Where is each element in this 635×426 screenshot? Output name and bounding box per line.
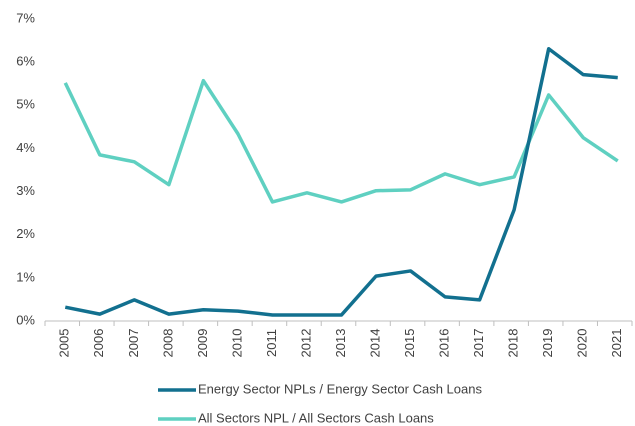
x-tick-label: 2014 (367, 329, 382, 358)
x-tick-label: 2019 (540, 329, 555, 358)
x-tick-label: 2020 (575, 329, 590, 358)
y-tick-label: 5% (16, 97, 35, 112)
legend-label: All Sectors NPL / All Sectors Cash Loans (198, 410, 434, 425)
x-tick-label: 2015 (402, 329, 417, 358)
x-tick-label: 2009 (195, 329, 210, 358)
legend-label: Energy Sector NPLs / Energy Sector Cash … (198, 381, 482, 396)
line-series (63, 78, 619, 204)
y-tick-label: 1% (16, 269, 35, 284)
y-tick-label: 2% (16, 226, 35, 241)
x-tick-label: 2016 (437, 329, 452, 358)
x-tick-label: 2010 (229, 329, 244, 358)
y-tick-label: 6% (16, 54, 35, 69)
y-tick-label: 4% (16, 140, 35, 155)
x-tick-label: 2005 (57, 329, 72, 358)
x-tick-label: 2018 (506, 329, 521, 358)
x-tick-label: 2007 (126, 329, 141, 358)
x-tick-label: 2021 (609, 329, 624, 358)
x-tick-label: 2012 (298, 329, 313, 358)
line-series (64, 47, 618, 317)
x-tick-label: 2017 (471, 329, 486, 358)
y-tick-label: 7% (16, 10, 35, 25)
x-tick-label: 2008 (160, 329, 175, 358)
y-tick-label: 3% (16, 183, 35, 198)
x-tick-label: 2006 (91, 329, 106, 358)
x-tick-label: 2013 (333, 329, 348, 358)
x-tick-label: 2011 (264, 329, 279, 357)
y-tick-label: 0% (16, 312, 35, 327)
